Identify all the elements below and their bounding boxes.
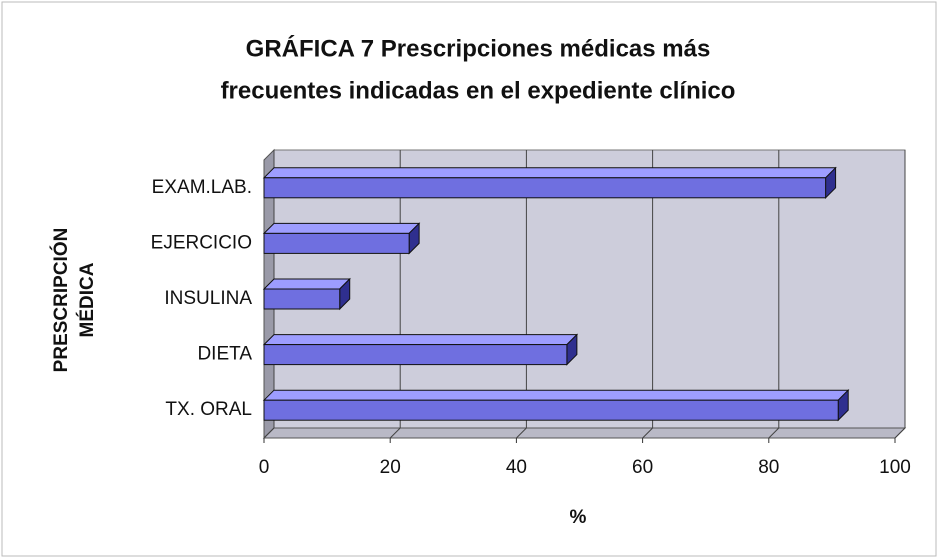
bar-top: [262, 222, 421, 234]
bar: [263, 177, 827, 199]
bar: [263, 399, 839, 421]
grid-line: [642, 427, 653, 439]
grid-line: [516, 427, 527, 439]
bar: [263, 344, 568, 366]
y-tick-label: EJERCICIO: [151, 232, 252, 253]
y-tick-label: INSULINA: [164, 288, 252, 309]
bar: [263, 232, 410, 254]
bar-top: [262, 167, 837, 179]
bar: [263, 288, 341, 310]
x-tick-label: 60: [632, 457, 653, 478]
y-tick-label: DIETA: [197, 344, 252, 365]
x-tick-label: 80: [758, 457, 779, 478]
y-tick-label: TX. ORAL: [165, 399, 252, 420]
grid-line: [263, 427, 275, 439]
grid-line: [768, 427, 780, 439]
x-tick-label: 100: [879, 457, 911, 478]
y-tick-label: EXAM.LAB.: [152, 177, 252, 198]
x-axis-label: %: [570, 507, 587, 528]
y-axis-label: PRESCRIPCIÓN: [50, 228, 72, 373]
chart-title: frecuentes indicadas en el expediente cl…: [221, 77, 736, 104]
floor: [262, 427, 907, 439]
bar-top: [262, 334, 579, 346]
grid-line: [894, 427, 906, 439]
y-axis-label: MÉDICA: [76, 262, 98, 337]
bar-top: [262, 278, 351, 290]
grid-line: [389, 427, 401, 439]
x-tick-label: 40: [506, 457, 527, 478]
bar-top: [262, 389, 850, 401]
chart-title: GRÁFICA 7 Prescripciones médicas más: [246, 34, 711, 62]
x-tick-label: 20: [380, 457, 401, 478]
x-tick-label: 0: [259, 457, 270, 478]
